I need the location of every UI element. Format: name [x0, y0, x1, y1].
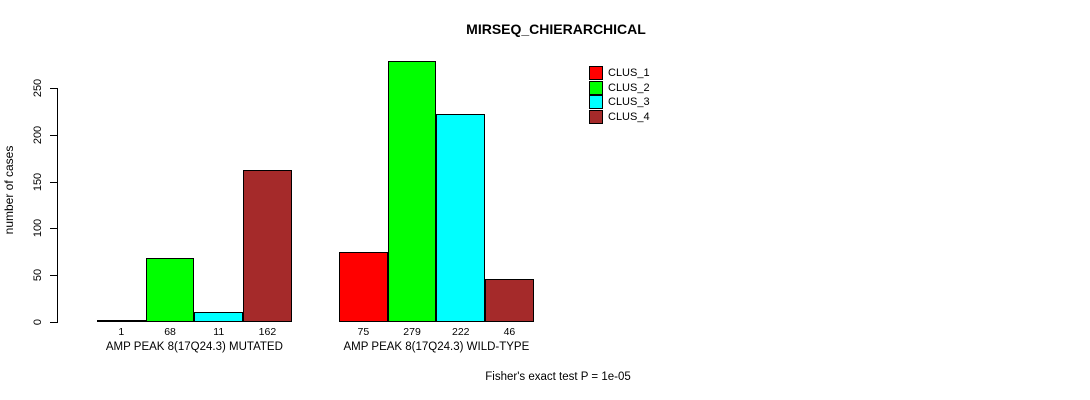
- y-tick: [50, 181, 57, 183]
- y-tick: [50, 228, 57, 230]
- legend-swatch: [589, 109, 603, 124]
- y-tick-label: 250: [32, 78, 44, 98]
- y-tick-label: 50: [32, 269, 44, 282]
- bar-value-label: 68: [164, 326, 176, 338]
- legend-label: CLUS_1: [608, 67, 650, 79]
- y-tick-label: 0: [32, 318, 44, 326]
- bar-clus_1: [97, 320, 146, 322]
- bar-clus_3: [194, 311, 244, 322]
- y-tick-label: 100: [32, 219, 44, 238]
- y-tick: [50, 275, 57, 277]
- bar-clus_4: [485, 278, 534, 322]
- bar-value-label: 162: [258, 326, 277, 338]
- y-axis-line: [57, 88, 58, 323]
- x-category-label: AMP PEAK 8(17Q24.3) MUTATED: [105, 341, 283, 353]
- bar-value-label: 222: [451, 326, 470, 338]
- bar-value-label: 46: [503, 326, 516, 338]
- bar-clus_4: [243, 170, 292, 322]
- bar-value-label: 11: [213, 326, 225, 338]
- chart-title: MIRSEQ_CHIERARCHICAL: [466, 21, 646, 37]
- legend-label: CLUS_3: [608, 96, 650, 109]
- legend-item-clus_2: CLUS_2: [589, 80, 650, 95]
- legend-item-clus_1: CLUS_1: [589, 66, 650, 80]
- legend-swatch: [589, 95, 603, 110]
- bar-clus_3: [436, 114, 486, 322]
- y-tick: [50, 134, 57, 136]
- bar-clus_1: [339, 251, 388, 322]
- x-category-label: AMP PEAK 8(17Q24.3) WILD-TYPE: [343, 341, 530, 353]
- bar-value-label: 1: [118, 326, 125, 338]
- bar-clus_2: [145, 258, 195, 322]
- y-tick-label: 200: [32, 125, 44, 144]
- legend-label: CLUS_4: [608, 110, 650, 123]
- legend-label: CLUS_2: [608, 81, 650, 94]
- y-axis-label: number of cases: [2, 145, 16, 235]
- y-tick: [50, 88, 57, 89]
- legend-swatch: [589, 80, 603, 95]
- legend-swatch: [589, 66, 603, 80]
- y-tick: [50, 322, 57, 323]
- annotation-text: Fisher's exact test P = 1e-05: [485, 371, 631, 383]
- legend-item-clus_3: CLUS_3: [589, 95, 650, 110]
- bar-value-label: 279: [403, 326, 421, 338]
- legend-item-clus_4: CLUS_4: [589, 109, 650, 124]
- y-tick-label: 150: [32, 172, 44, 191]
- bar-value-label: 75: [357, 326, 370, 338]
- bar-clus_2: [387, 60, 437, 322]
